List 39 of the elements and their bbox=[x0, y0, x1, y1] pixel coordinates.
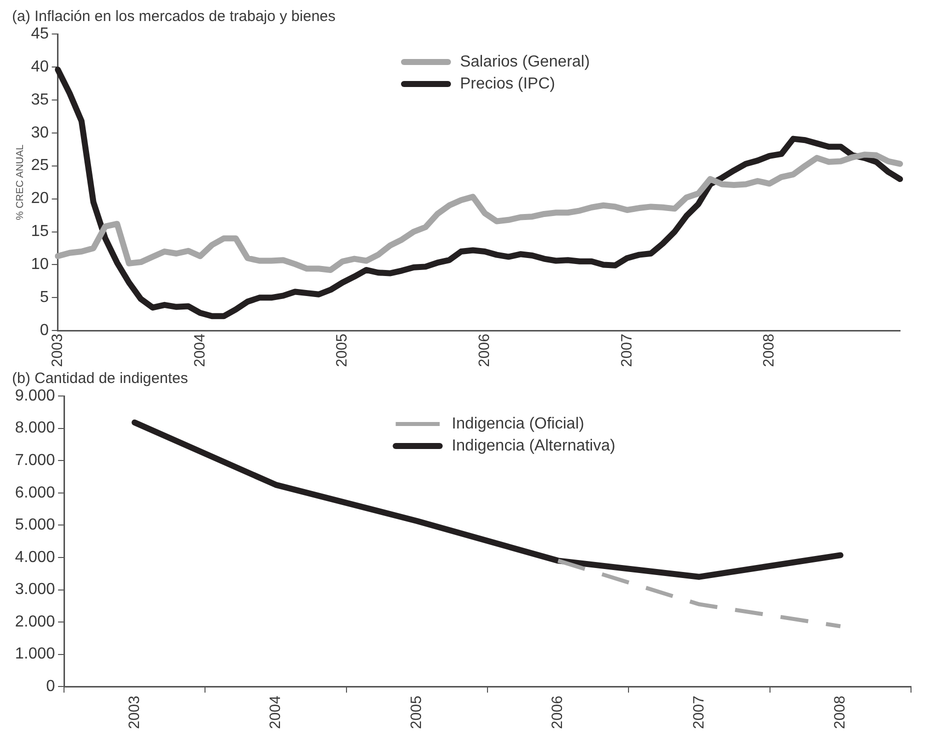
y-tick-label: 30 bbox=[31, 124, 49, 142]
y-tick-label: 15 bbox=[31, 223, 49, 240]
x-tick-label: 2006 bbox=[549, 696, 566, 730]
y-tick-label: 2.000 bbox=[14, 613, 56, 630]
x-tick-label: 2005 bbox=[334, 334, 351, 368]
y-tick-label: 1.000 bbox=[14, 646, 56, 663]
chart-title: (b) Cantidad de indigentes bbox=[12, 370, 188, 388]
y-tick-label: 3.000 bbox=[14, 581, 56, 598]
x-tick-label: 2007 bbox=[690, 696, 708, 730]
legend-label: Precios (IPC) bbox=[460, 75, 556, 92]
legend-label: Salarios (General) bbox=[460, 53, 590, 70]
y-tick-label: 0 bbox=[46, 678, 56, 696]
x-tick-label: 2003 bbox=[48, 334, 66, 368]
x-tick-label: 2007 bbox=[618, 334, 636, 368]
x-tick-label: 2004 bbox=[191, 334, 208, 368]
y-tick-label: 5.000 bbox=[14, 516, 56, 534]
legend-label: Indigencia (Alternativa) bbox=[452, 437, 616, 454]
y-tick-label: 20 bbox=[31, 190, 49, 208]
y-tick-label: 6.000 bbox=[14, 484, 56, 502]
x-tick-label: 2004 bbox=[266, 696, 284, 730]
x-tick-label: 2006 bbox=[476, 334, 493, 368]
y-tick-label: 8.000 bbox=[14, 420, 56, 437]
y-tick-label: 45 bbox=[31, 25, 49, 42]
y-tick-label: 9.000 bbox=[14, 387, 56, 404]
y-tick-label: 0 bbox=[40, 322, 49, 340]
y-tick-label: 7.000 bbox=[14, 452, 56, 469]
x-tick-label: 2008 bbox=[760, 334, 778, 368]
y-tick-label: 4.000 bbox=[14, 548, 56, 566]
y-tick-label: 35 bbox=[31, 91, 49, 108]
legend-label: Indigencia (Oficial) bbox=[452, 415, 584, 432]
y-tick-label: 25 bbox=[31, 157, 49, 174]
x-tick-label: 2008 bbox=[832, 696, 849, 730]
y-tick-label: 40 bbox=[31, 58, 49, 76]
x-tick-label: 2003 bbox=[126, 696, 143, 730]
y-tick-label: 10 bbox=[31, 256, 49, 274]
x-tick-label: 2005 bbox=[408, 696, 426, 730]
y-tick-label: 5 bbox=[40, 289, 49, 306]
y-axis-title: % CREC ANUAL bbox=[14, 144, 26, 220]
chart-title: (a) Inflación en los mercados de trabajo y bienes bbox=[12, 8, 336, 26]
